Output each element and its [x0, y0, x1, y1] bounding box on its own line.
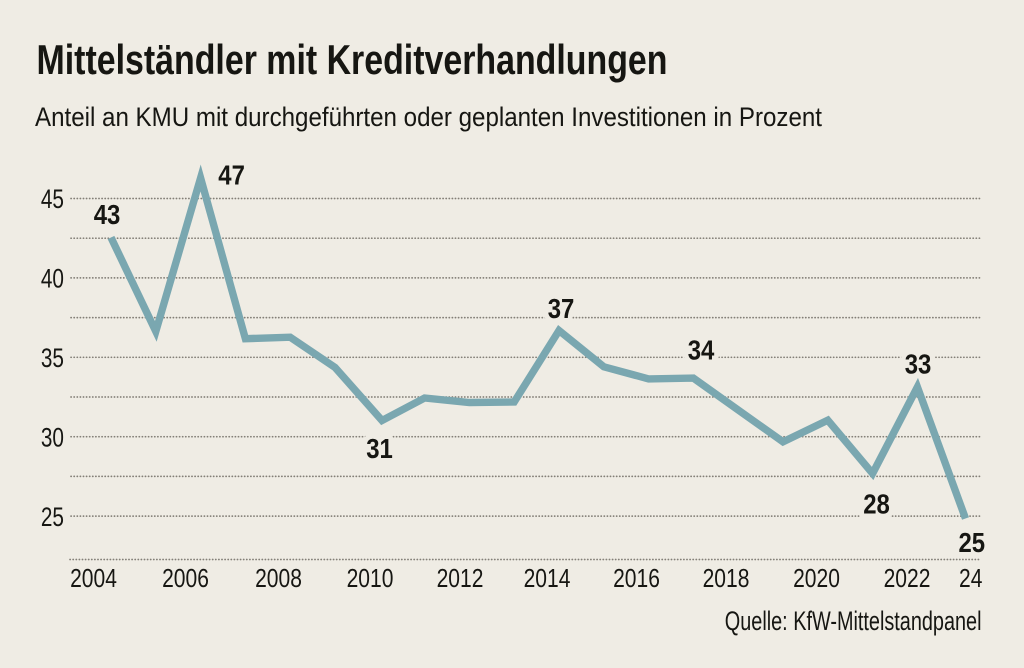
svg-text:2008: 2008	[255, 563, 302, 593]
svg-text:25: 25	[959, 527, 986, 558]
svg-text:2012: 2012	[437, 563, 484, 593]
svg-text:2018: 2018	[703, 563, 750, 593]
svg-text:Mittelständler mit Kreditverha: Mittelständler mit Kreditverhandlungen	[37, 36, 668, 83]
svg-text:35: 35	[41, 343, 64, 373]
svg-text:33: 33	[905, 349, 932, 380]
svg-text:43: 43	[94, 199, 121, 230]
svg-text:Quelle: KfW-Mittelstandpanel: Quelle: KfW-Mittelstandpanel	[725, 606, 982, 636]
svg-text:25: 25	[959, 527, 986, 558]
svg-text:47: 47	[218, 160, 245, 191]
svg-text:37: 37	[548, 293, 575, 324]
svg-text:2006: 2006	[162, 563, 209, 593]
svg-text:45: 45	[41, 184, 64, 214]
svg-text:34: 34	[688, 335, 715, 366]
svg-text:31: 31	[366, 433, 393, 464]
svg-text:Anteil an KMU mit durchgeführt: Anteil an KMU mit durchgeführten oder ge…	[35, 102, 823, 132]
svg-text:2010: 2010	[347, 563, 394, 593]
svg-text:30: 30	[41, 422, 64, 452]
svg-text:2020: 2020	[793, 563, 840, 593]
svg-text:2016: 2016	[613, 563, 660, 593]
svg-text:37: 37	[548, 293, 575, 324]
svg-text:47: 47	[218, 160, 245, 191]
svg-text:25: 25	[41, 502, 64, 532]
svg-text:2014: 2014	[524, 563, 571, 593]
svg-text:2022: 2022	[884, 563, 931, 593]
svg-text:34: 34	[688, 335, 715, 366]
svg-text:31: 31	[366, 433, 393, 464]
svg-text:43: 43	[94, 199, 121, 230]
svg-text:33: 33	[905, 349, 932, 380]
svg-text:28: 28	[863, 489, 890, 520]
svg-text:2004: 2004	[70, 563, 117, 593]
svg-text:24: 24	[959, 563, 982, 593]
svg-text:28: 28	[863, 489, 890, 520]
svg-text:40: 40	[41, 264, 64, 294]
